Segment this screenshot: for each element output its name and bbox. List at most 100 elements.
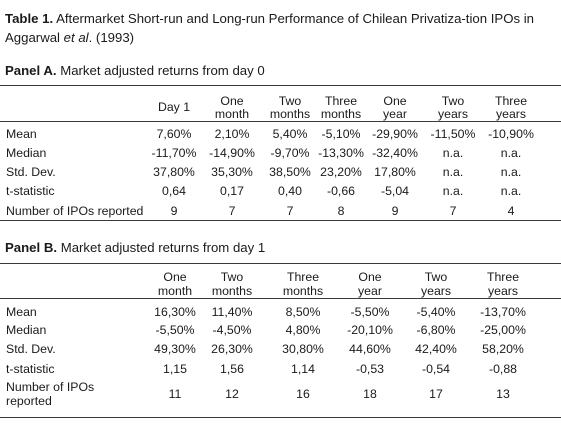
table-cell: 16 bbox=[296, 387, 310, 401]
table-cell: 37,80% bbox=[153, 165, 195, 179]
column-header-line1: Three bbox=[494, 94, 528, 108]
column-header-line2: months bbox=[320, 107, 362, 121]
panel-a-title: Panel A. Market adjusted returns from da… bbox=[5, 63, 265, 79]
table-cell: 2,10% bbox=[214, 127, 250, 141]
column-header-line1: Three bbox=[324, 94, 358, 108]
row-label: Median bbox=[6, 323, 47, 337]
table-cell: n.a. bbox=[500, 146, 522, 160]
table-cell: 49,30% bbox=[154, 342, 196, 356]
table-cell: 17 bbox=[429, 387, 443, 401]
table-cell: 23,20% bbox=[320, 165, 362, 179]
table-cell: 1,56 bbox=[220, 362, 244, 376]
panel-a-label: Panel A. bbox=[5, 63, 57, 78]
table-cell: 1,15 bbox=[163, 362, 187, 376]
table-cell: n.a. bbox=[500, 184, 522, 198]
panel-b-label: Panel B. bbox=[5, 240, 58, 255]
column-header-line2: months bbox=[211, 284, 253, 298]
table-cell: 13 bbox=[496, 387, 510, 401]
table-cell: 8,50% bbox=[285, 305, 321, 319]
panel-b-caption: Market adjusted returns from day 1 bbox=[57, 240, 266, 255]
table-cell: 9 bbox=[170, 204, 178, 218]
table-cell: 7,60% bbox=[156, 127, 192, 141]
table-cell: 7 bbox=[286, 204, 294, 218]
table-caption: Aftermarket Short-run and Long-run Perfo… bbox=[5, 11, 534, 45]
column-header-line1: Two bbox=[220, 270, 244, 284]
table-cell: 0,64 bbox=[162, 184, 186, 198]
table-cell: n.a. bbox=[442, 146, 464, 160]
table-caption-end: . (1993) bbox=[88, 30, 135, 45]
row-label: Mean bbox=[6, 127, 37, 141]
row-label: t-statistic bbox=[6, 184, 55, 198]
column-header-line2: year bbox=[383, 107, 407, 121]
table-title: Table 1. Aftermarket Short-run and Long-… bbox=[5, 9, 557, 47]
table-cell: 7 bbox=[449, 204, 457, 218]
table-cell: 26,30% bbox=[211, 342, 253, 356]
table-cell: 16,30% bbox=[154, 305, 196, 319]
table-cell: -32,40% bbox=[372, 146, 418, 160]
column-header-line2: year bbox=[358, 284, 382, 298]
table-cell: -0,53 bbox=[355, 362, 385, 376]
panel-a-header-rule bbox=[0, 121, 561, 122]
panel-b-title: Panel B. Market adjusted returns from da… bbox=[5, 240, 265, 256]
table-cell: -20,10% bbox=[347, 323, 393, 337]
table-cell: -10,90% bbox=[488, 127, 534, 141]
table-cell: 1,14 bbox=[291, 362, 315, 376]
table-cell: 7 bbox=[228, 204, 236, 218]
table-cell: n.a. bbox=[442, 165, 464, 179]
table-cell: -4,50% bbox=[212, 323, 252, 337]
table-cell: -5,04 bbox=[380, 184, 410, 198]
table-cell: 12 bbox=[225, 387, 239, 401]
table-cell: -11,50% bbox=[430, 127, 476, 141]
column-header-line1: One bbox=[383, 94, 407, 108]
row-label-line2: reported bbox=[6, 394, 52, 408]
column-header-line1: Two bbox=[424, 270, 448, 284]
table-cell: n.a. bbox=[500, 165, 522, 179]
table-cell: 4,80% bbox=[285, 323, 321, 337]
panel-b-top-rule bbox=[0, 263, 561, 264]
column-header-line2: month bbox=[214, 107, 250, 121]
table-cell: -6,80% bbox=[416, 323, 456, 337]
et-al: et al bbox=[63, 30, 89, 45]
row-label: Median bbox=[6, 146, 47, 160]
table-cell: -0,66 bbox=[326, 184, 356, 198]
column-header-line1: Two bbox=[441, 94, 465, 108]
column-header-line2: months bbox=[282, 284, 324, 298]
table-cell: 44,60% bbox=[349, 342, 391, 356]
column-header-line1: One bbox=[220, 94, 244, 108]
table-cell: 9 bbox=[391, 204, 399, 218]
table-cell: -9,70% bbox=[270, 146, 310, 160]
table-cell: -5,50% bbox=[350, 305, 390, 319]
table-cell: 0,40 bbox=[278, 184, 302, 198]
table-cell: 17,80% bbox=[374, 165, 416, 179]
panel-b-bottom-rule bbox=[0, 417, 561, 418]
table-cell: 11,40% bbox=[211, 305, 253, 319]
table-cell: -11,70% bbox=[151, 146, 197, 160]
column-header-line1: Three bbox=[286, 270, 320, 284]
table-cell: -29,90% bbox=[372, 127, 418, 141]
table-cell: -5,50% bbox=[155, 323, 195, 337]
panel-b-header-rule bbox=[0, 298, 561, 299]
table-cell: 30,80% bbox=[282, 342, 324, 356]
row-label: Std. Dev. bbox=[6, 342, 56, 356]
column-header-line1: Three bbox=[486, 270, 520, 284]
table-cell: -0,88 bbox=[488, 362, 518, 376]
column-header-line2: years bbox=[495, 107, 527, 121]
table-cell: n.a. bbox=[442, 184, 464, 198]
table-cell: 11 bbox=[168, 387, 182, 401]
table-number: Table 1. bbox=[5, 11, 54, 26]
column-header: Day 1 bbox=[157, 99, 191, 114]
row-label: Number of IPOs bbox=[6, 380, 95, 394]
table-cell: 8 bbox=[337, 204, 345, 218]
row-label: Number of IPOs reported bbox=[6, 204, 144, 218]
column-header-line2: years bbox=[420, 284, 452, 298]
table-cell: 0,17 bbox=[220, 184, 244, 198]
row-label: Mean bbox=[6, 305, 37, 319]
table-cell: -14,90% bbox=[209, 146, 255, 160]
table-cell: -13,70% bbox=[480, 305, 526, 319]
table-cell: 58,20% bbox=[482, 342, 524, 356]
table-cell: -5,40% bbox=[416, 305, 456, 319]
panel-a-top-rule bbox=[0, 85, 561, 86]
table-cell: 4 bbox=[507, 204, 515, 218]
table-cell: 5,40% bbox=[272, 127, 308, 141]
column-header-line2: years bbox=[437, 107, 469, 121]
